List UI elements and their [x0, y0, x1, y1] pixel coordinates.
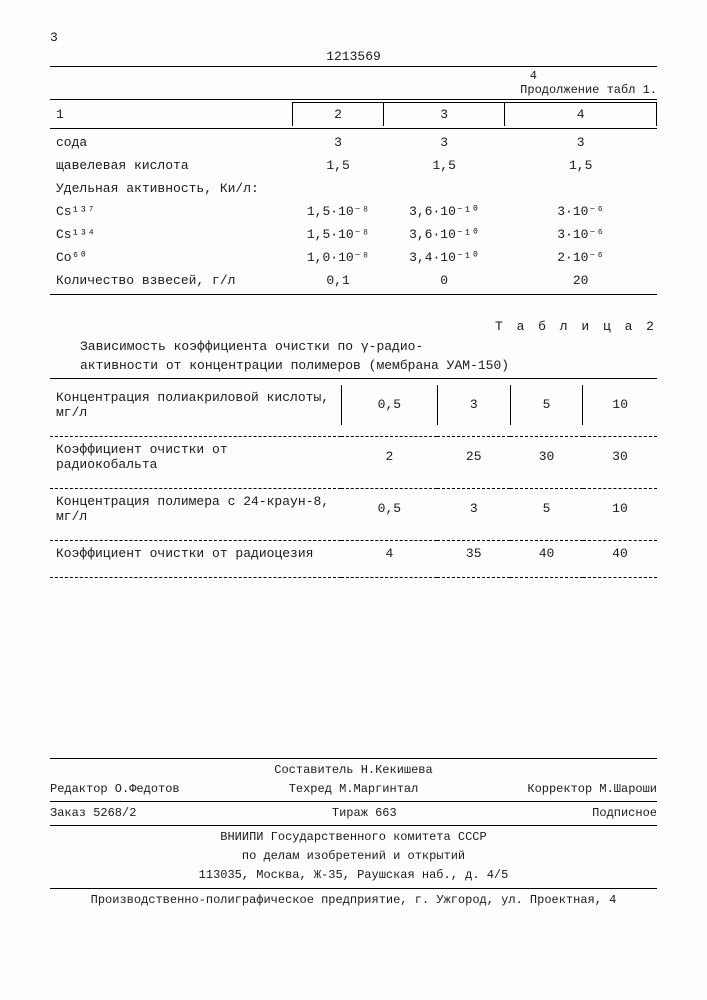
t1-val: 3,6·10⁻¹⁰: [384, 200, 505, 223]
table-row: Концентрация полимера с 24-краун-8, мг/л…: [50, 488, 657, 529]
t2-val: 40: [510, 540, 583, 566]
t1-val: 1,5: [293, 154, 384, 177]
continuation-label: Продолжение табл 1.: [520, 83, 657, 97]
table-1: 1 2 3 4 сода 3 3 3 щавелевая кислота 1,5…: [50, 102, 657, 292]
table2-caption: Т а б л и ц а 2 Зависимость коэффициента…: [50, 317, 657, 376]
table1-rule-2: [50, 99, 657, 100]
footer-block: Составитель Н.Кекишева Редактор О.Федото…: [50, 758, 657, 910]
t1-val: 3,4·10⁻¹⁰: [384, 246, 505, 269]
t2-val: 0,5: [341, 488, 437, 529]
t1-label: Cs¹³⁷: [50, 200, 293, 223]
page-columns: 3: [50, 30, 657, 45]
t1-val: 0,1: [293, 269, 384, 292]
t2-val: 25: [437, 436, 510, 477]
left-col-num: 3: [50, 30, 58, 45]
table-row: Количество взвесей, г/л 0,1 0 20: [50, 269, 657, 292]
t2-val: 10: [583, 488, 657, 529]
tech-line: Техред М.Маргинтал: [289, 780, 419, 799]
t2-val: 30: [583, 436, 657, 477]
table-2: Концентрация полиакриловой кислоты, мг/л…: [50, 385, 657, 578]
t2-label: Коэффициент очистки от радиокобальта: [50, 436, 341, 477]
table1-header-row: 1 2 3 4: [50, 103, 657, 127]
dash-rule: [50, 425, 657, 437]
t1-h1: 1: [50, 103, 293, 127]
t2-val: 4: [341, 540, 437, 566]
t2-val: 2: [341, 436, 437, 477]
t1-label: Co⁶⁰: [50, 246, 293, 269]
table-row: Концентрация полиакриловой кислоты, мг/л…: [50, 385, 657, 425]
t1-val: 0: [384, 269, 505, 292]
dash-rule: [50, 477, 657, 489]
t1-val: 3·10⁻⁶: [505, 200, 657, 223]
table-row: Удельная активность, Ки/л:: [50, 177, 657, 200]
table-row: сода 3 3 3: [50, 131, 657, 154]
table1-top-rule: [50, 66, 657, 67]
t2-label: Коэффициент очистки от радиоцезия: [50, 540, 341, 566]
t1-label: сода: [50, 131, 293, 154]
t2-val: 3: [437, 488, 510, 529]
t2-label: Концентрация полиакриловой кислоты, мг/л: [50, 385, 341, 425]
t1-val: 20: [505, 269, 657, 292]
table-row: Co⁶⁰ 1,0·10⁻⁸ 3,4·10⁻¹⁰ 2·10⁻⁶: [50, 246, 657, 269]
table2-top-rule: [50, 378, 657, 379]
order-line: Заказ 5268/2: [50, 804, 136, 823]
podpis-line: Подписное: [592, 804, 657, 823]
t1-label: Количество взвесей, г/л: [50, 269, 293, 292]
t2-val: 0,5: [341, 385, 437, 425]
t1-h2: 2: [293, 103, 384, 127]
org-line-2: по делам изобретений и открытий: [50, 847, 657, 866]
compiler-line: Составитель Н.Кекишева: [50, 761, 657, 780]
org-line-1: ВНИИПИ Государственного комитета СССР: [50, 828, 657, 847]
t1-label: щавелевая кислота: [50, 154, 293, 177]
t1-val: 3,6·10⁻¹⁰: [384, 223, 505, 246]
table-row: щавелевая кислота 1,5 1,5 1,5: [50, 154, 657, 177]
table-row: Cs¹³⁷ 1,5·10⁻⁸ 3,6·10⁻¹⁰ 3·10⁻⁶: [50, 200, 657, 223]
table1-bottom-rule: [50, 294, 657, 295]
t2-val: 5: [510, 385, 583, 425]
t2-val: 10: [583, 385, 657, 425]
patent-number: 1213569: [50, 49, 657, 64]
t1-val: 3: [293, 131, 384, 154]
t1-val: 1,5: [505, 154, 657, 177]
t1-h4: 4: [505, 103, 657, 127]
dash-rule: [50, 529, 657, 541]
t1-val: 1,5: [384, 154, 505, 177]
t1-label: Cs¹³⁴: [50, 223, 293, 246]
t1-val: 1,5·10⁻⁸: [293, 223, 384, 246]
t2-val: 35: [437, 540, 510, 566]
table-row: Коэффициент очистки от радиокобальта 2 2…: [50, 436, 657, 477]
t1-val: 2·10⁻⁶: [505, 246, 657, 269]
address-line: 113035, Москва, Ж-35, Раушская наб., д. …: [50, 866, 657, 885]
t1-label: Удельная активность, Ки/л:: [50, 177, 293, 200]
table2-label: Т а б л и ц а 2: [495, 317, 657, 337]
table2-title-text: Зависимость коэффициента очистки по γ-ра…: [50, 337, 509, 376]
table-row: Cs¹³⁴ 1,5·10⁻⁸ 3,6·10⁻¹⁰ 3·10⁻⁶: [50, 223, 657, 246]
t1-val: 1,5·10⁻⁸: [293, 200, 384, 223]
corrector-line: Корректор М.Шароши: [527, 780, 657, 799]
editor-line: Редактор О.Федотов: [50, 780, 180, 799]
t2-val: 3: [437, 385, 510, 425]
t2-val: 5: [510, 488, 583, 529]
right-col-num: 4: [530, 69, 537, 83]
t1-val: 1,0·10⁻⁸: [293, 246, 384, 269]
t1-val: 3: [505, 131, 657, 154]
t1-val: 3·10⁻⁶: [505, 223, 657, 246]
dash-rule: [50, 566, 657, 578]
t1-val: 3: [384, 131, 505, 154]
t2-val: 30: [510, 436, 583, 477]
tirazh-line: Тираж 663: [332, 804, 397, 823]
t2-label: Концентрация полимера с 24-краун-8, мг/л: [50, 488, 341, 529]
printer-line: Производственно-полиграфическое предприя…: [50, 891, 657, 910]
t2-val: 40: [583, 540, 657, 566]
table-row: Коэффициент очистки от радиоцезия 4 35 4…: [50, 540, 657, 566]
t1-h3: 3: [384, 103, 505, 127]
